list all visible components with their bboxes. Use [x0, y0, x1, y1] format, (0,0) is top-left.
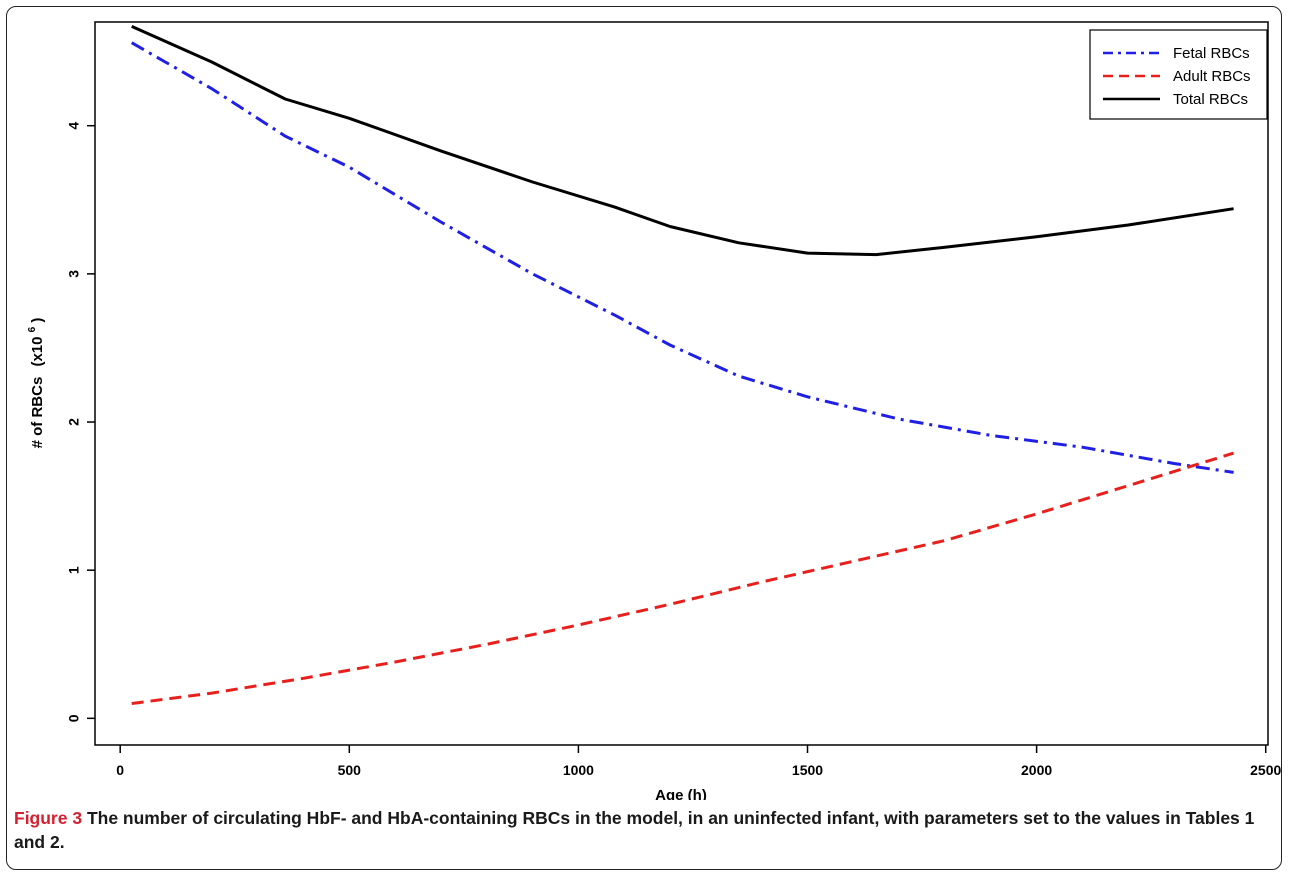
x-axis-label: Age (h) — [655, 787, 707, 800]
x-tick-label: 500 — [338, 762, 362, 778]
svg-text:# of RBCs (x10 6: # of RBCs (x10 6 ) — [22, 318, 46, 449]
legend-box — [1089, 29, 1268, 120]
figure-frame — [6, 6, 1282, 870]
y-tick-label: 4 — [66, 122, 82, 130]
series-line-adult-rbcs — [131, 451, 1235, 705]
series-line-total-rbcs — [131, 25, 1234, 257]
series-layer — [130, 25, 1235, 705]
x-axis: 0 500 1000 1500 2000 2500 — [116, 745, 1281, 778]
legend: Fetal RBCs Adult RBCs Total RBCs — [1089, 29, 1268, 120]
y-axis: 0 1 2 3 4 — [66, 122, 95, 722]
y-axis-label: # of RBCs (x10 6 ) — [22, 318, 46, 449]
y-tick-label: 2 — [66, 418, 82, 426]
legend-label-adult: Adult RBCs — [1173, 68, 1251, 85]
y-axis-label-main: # of RBCs — [29, 377, 46, 449]
y-tick-label: 1 — [66, 566, 82, 574]
plot-area-border — [94, 21, 1269, 746]
y-axis-label-unit: (x10 — [29, 337, 46, 367]
series-line-fetal-rbcs — [130, 41, 1234, 474]
figure-caption-text: The number of circulating HbF- and HbA-c… — [14, 808, 1255, 852]
y-axis-label-close: ) — [29, 318, 46, 323]
figure-caption: Figure 3 The number of circulating HbF- … — [14, 806, 1264, 854]
x-tick-label: 1500 — [792, 762, 823, 778]
y-axis-label-exponent: 6 — [27, 326, 38, 332]
x-tick-label: 0 — [116, 762, 124, 778]
legend-label-fetal: Fetal RBCs — [1173, 45, 1250, 62]
y-tick-label: 0 — [66, 714, 82, 722]
x-tick-label: 2000 — [1021, 762, 1052, 778]
y-tick-label: 3 — [66, 270, 82, 278]
legend-label-total: Total RBCs — [1173, 91, 1248, 108]
figure-caption-label: Figure 3 — [14, 808, 83, 828]
x-tick-label: 2500 — [1250, 762, 1281, 778]
line-chart: 0 500 1000 1500 2000 2500 0 1 2 3 4 Age (h) # of … — [22, 21, 1281, 800]
x-tick-label: 1000 — [563, 762, 594, 778]
